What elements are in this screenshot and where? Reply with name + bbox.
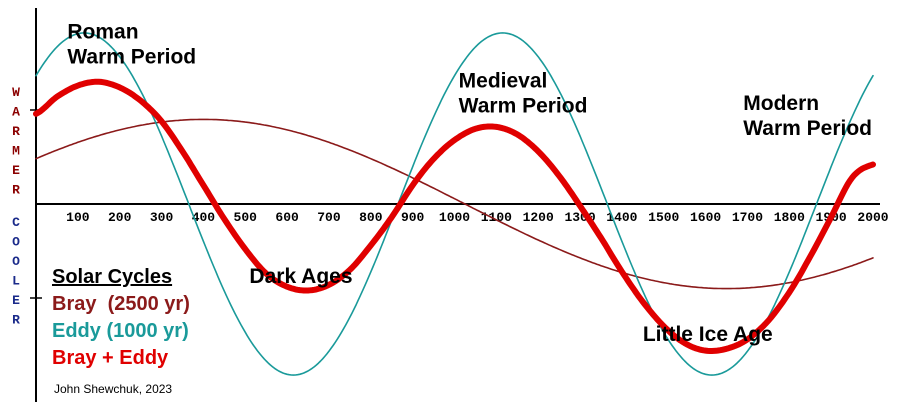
- axes: [30, 8, 880, 402]
- warmer-letter: R: [12, 183, 20, 198]
- x-tick-label: 1600: [690, 210, 721, 225]
- x-tick-label: 900: [401, 210, 425, 225]
- x-tick-label: 1100: [481, 210, 512, 225]
- legend: Solar Cycles Bray (2500 yr) Eddy (1000 y…: [52, 266, 190, 369]
- cooler-letter: L: [12, 274, 20, 289]
- cooler-letter: O: [12, 235, 20, 250]
- warmer-letter: W: [12, 85, 20, 100]
- eddy-line: [35, 32, 874, 376]
- warmer-letter: M: [12, 144, 20, 159]
- x-tick-label: 600: [275, 210, 299, 225]
- x-tick-label: 1700: [732, 210, 763, 225]
- x-tick-label: 1000: [439, 210, 470, 225]
- legend-entry-sum: Bray + Eddy: [52, 347, 169, 369]
- x-tick-label: 300: [150, 210, 174, 225]
- cooler-letter: C: [12, 215, 20, 230]
- legend-entry-eddy: Eddy (1000 yr): [52, 320, 189, 342]
- series-lines: [33, 32, 876, 376]
- x-tick-label: 200: [108, 210, 132, 225]
- x-tick-label: 400: [192, 210, 216, 225]
- x-tick-label: 2000: [857, 210, 888, 225]
- x-tick-label: 800: [359, 210, 383, 225]
- bray-eddy-line: [33, 78, 876, 354]
- cooler-letter: O: [12, 254, 20, 269]
- cooler-letter: R: [12, 313, 20, 328]
- x-tick-label: 1500: [648, 210, 679, 225]
- x-tick-label: 100: [66, 210, 90, 225]
- cooler-letter: E: [12, 293, 20, 308]
- medieval-warm-period-label: Medieval Warm Period: [459, 69, 588, 117]
- warmer-letter: R: [12, 124, 20, 139]
- x-tick-label: 700: [317, 210, 341, 225]
- x-tick-labels: 100 200 300 400 500 600 700 800 900 1000 1100 1200 1…: [66, 210, 889, 225]
- annotations: Roman Warm Period Medieval Warm Period Moder…: [67, 21, 872, 347]
- little-ice-age-label: Little Ice Age: [643, 323, 773, 346]
- warmer-letter: E: [12, 163, 20, 178]
- x-tick-label: 500: [234, 210, 258, 225]
- x-tick-label: 1800: [774, 210, 805, 225]
- legend-entry-bray: Bray (2500 yr): [52, 293, 190, 315]
- credit-text: John Shewchuk, 2023: [54, 382, 172, 396]
- dark-ages-label: Dark Ages: [249, 265, 352, 288]
- bray-line: [35, 118, 874, 290]
- modern-warm-period-label: Modern Warm Period: [743, 92, 872, 140]
- x-tick-label: 1200: [523, 210, 554, 225]
- roman-warm-period-label: Roman Warm Period: [67, 21, 196, 69]
- warmer-letter: A: [12, 105, 20, 120]
- legend-title: Solar Cycles: [52, 266, 172, 288]
